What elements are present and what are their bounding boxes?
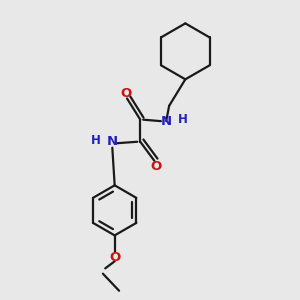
Text: O: O: [121, 87, 132, 100]
Text: H: H: [91, 134, 101, 147]
Text: O: O: [109, 251, 120, 264]
Text: N: N: [107, 135, 118, 148]
Text: H: H: [178, 113, 188, 126]
Text: O: O: [150, 160, 161, 173]
Text: N: N: [160, 115, 172, 128]
